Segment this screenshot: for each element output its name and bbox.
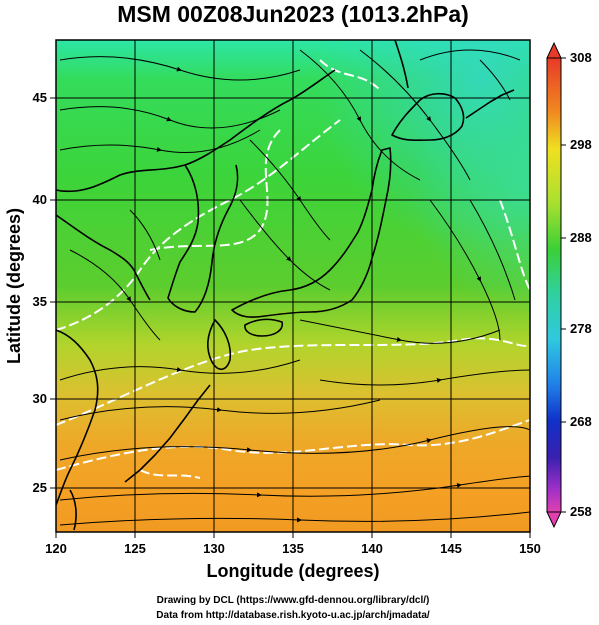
coast-honshu — [231, 147, 392, 318]
colorbar-tick-label: 258 — [570, 504, 592, 519]
coast-korea — [167, 164, 239, 313]
coast-sakhalin — [394, 40, 409, 89]
x-tick-label: 140 — [361, 541, 383, 556]
colorbar-tick-label: 298 — [570, 137, 592, 152]
x-tick-label: 150 — [519, 541, 541, 556]
colorbar-bottom-arrow — [546, 511, 562, 529]
coast-taiwan — [69, 489, 77, 531]
credit-data: Data from http://database.rish.kyoto-u.a… — [156, 610, 430, 621]
y-axis-label: Latitude (degrees) — [4, 208, 24, 364]
colorbar-tick-label: 308 — [570, 50, 592, 65]
y-tick-label: 25 — [33, 480, 47, 495]
credit-drawing: Drawing by DCL (https://www.gfd-dennou.o… — [157, 595, 430, 606]
x-tick-label: 125 — [124, 541, 146, 556]
y-tick-label: 35 — [33, 294, 47, 309]
y-tick-label: 30 — [33, 391, 47, 406]
y-tick-label: 40 — [33, 192, 47, 207]
colorbar-tick-label: 288 — [570, 230, 592, 245]
coast-china-east — [56, 329, 99, 506]
coast-kyushu — [207, 319, 232, 371]
y-tick-labels: 25 30 35 40 45 — [33, 90, 47, 495]
x-tick-label: 145 — [440, 541, 462, 556]
x-tick-label: 130 — [203, 541, 225, 556]
y-tick-label: 45 — [33, 90, 47, 105]
colorbar-tick-label: 278 — [570, 321, 592, 336]
coast-hokkaido — [391, 92, 465, 142]
coast-ryukyu — [124, 384, 211, 483]
plot-area — [56, 40, 530, 532]
colorbar: 308 298 288 278 268 258 — [546, 41, 592, 529]
coast-shikoku — [244, 318, 284, 337]
coast-china-northeast — [56, 69, 336, 193]
x-tick-label: 120 — [45, 541, 67, 556]
map-title: MSM 00Z08Jun2023 (1013.2hPa) — [117, 1, 469, 27]
x-tick-label: 135 — [282, 541, 304, 556]
tick-marks — [50, 97, 531, 538]
coast-bohai — [56, 214, 151, 301]
x-axis-label: Longitude (degrees) — [206, 561, 379, 581]
colorbar-tick-label: 268 — [570, 414, 592, 429]
x-tick-labels: 120 125 130 135 140 145 150 — [45, 541, 541, 556]
colorbar-top-arrow — [546, 41, 562, 59]
colorbar-scale — [546, 57, 562, 513]
wind-streamlines — [59, 49, 530, 526]
coastlines — [56, 40, 515, 531]
